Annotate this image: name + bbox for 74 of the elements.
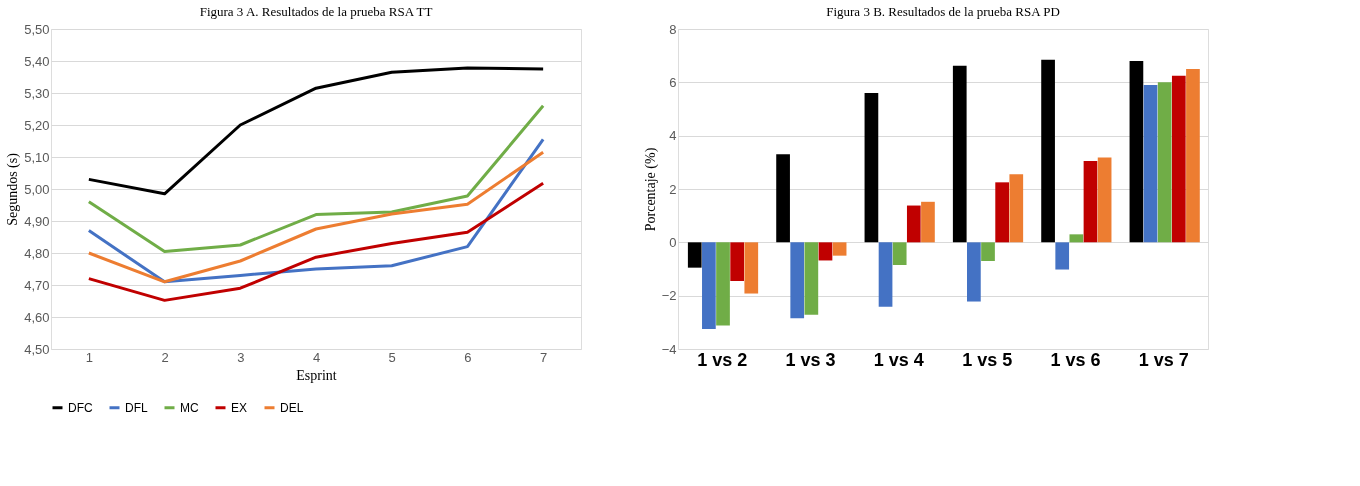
- bar: [1186, 69, 1200, 243]
- legend-label: EX: [231, 400, 248, 415]
- y-tick-label: 5,10: [24, 149, 50, 165]
- x-tick-label: 6: [464, 349, 472, 365]
- bar: [776, 154, 790, 243]
- bar: [1041, 59, 1055, 243]
- x-tick-label: 1 vs 7: [1138, 349, 1189, 370]
- bar: [981, 242, 995, 261]
- bar: [804, 242, 819, 315]
- x-tick-label: 1 vs 4: [873, 349, 924, 370]
- bar: [921, 201, 935, 243]
- bar: [790, 242, 805, 319]
- line-series: [87, 104, 545, 253]
- bar: [687, 242, 702, 268]
- x-tick-label: 1: [85, 349, 93, 365]
- legend-label: MC: [180, 400, 199, 415]
- legend-label: DFL: [125, 400, 148, 415]
- y-tick-label: 4: [669, 128, 677, 144]
- y-tick-label: −4: [661, 341, 677, 357]
- bar: [864, 93, 879, 243]
- bar: [906, 205, 921, 243]
- bar: [1055, 242, 1070, 270]
- x-tick-label: 4: [312, 349, 321, 365]
- y-axis-title: Porcentaje (%): [642, 147, 659, 232]
- y-tick-label: 0: [669, 234, 677, 250]
- bar: [716, 242, 730, 326]
- chart-title: Figura 3 B. Resultados de la prueba RSA PD: [826, 4, 1060, 19]
- bar: [1129, 61, 1144, 243]
- bar: [744, 242, 759, 294]
- y-axis-title: Segundos (s): [5, 152, 22, 226]
- bar: [1143, 85, 1158, 243]
- x-tick-label: 1 vs 6: [1050, 349, 1101, 370]
- bar: [832, 242, 847, 256]
- bar: [1157, 82, 1172, 243]
- x-tick-label: 1 vs 3: [785, 349, 836, 370]
- legend-label: DEL: [280, 400, 304, 415]
- bar: [1083, 161, 1098, 243]
- line-series: [87, 66, 545, 196]
- bar: [1069, 234, 1084, 243]
- bar: [702, 242, 716, 329]
- y-tick-label: 5,20: [24, 117, 50, 133]
- bar: [730, 242, 744, 281]
- y-tick-label: 4,80: [24, 245, 50, 261]
- y-tick-label: 5,40: [24, 53, 50, 69]
- bar: [1097, 157, 1112, 243]
- x-tick-label: 1 vs 2: [697, 349, 748, 370]
- x-tick-label: 2: [161, 349, 169, 365]
- y-tick-label: 5,30: [24, 85, 50, 101]
- y-tick-label: 6: [669, 74, 677, 90]
- bar: [1171, 75, 1186, 243]
- y-tick-label: −2: [661, 288, 677, 304]
- bar: [1009, 174, 1024, 243]
- bar: [818, 242, 833, 261]
- y-tick-label: 4,90: [24, 213, 50, 229]
- bar: [967, 242, 981, 302]
- x-tick-label: 5: [388, 349, 396, 365]
- y-tick-label: 4,50: [24, 341, 50, 357]
- bar: [892, 242, 907, 265]
- legend-label: DFC: [68, 400, 93, 415]
- y-tick-label: 2: [669, 181, 677, 197]
- x-tick-label: 7: [540, 349, 548, 365]
- y-tick-label: 4,60: [24, 309, 50, 325]
- x-tick-label: 1 vs 5: [962, 349, 1013, 370]
- y-tick-label: 4,70: [24, 277, 50, 293]
- y-tick-label: 8: [669, 21, 677, 37]
- x-axis-title: Esprint: [296, 367, 337, 383]
- chart-title: Figura 3 A. Resultados de la prueba RSA TT: [199, 4, 433, 19]
- bar: [952, 65, 967, 243]
- bar: [878, 242, 893, 307]
- x-tick-label: 3: [237, 349, 245, 365]
- line-series: [87, 181, 545, 302]
- y-tick-label: 5,50: [24, 21, 50, 37]
- bar: [995, 182, 1009, 243]
- y-tick-label: 5,00: [24, 181, 50, 197]
